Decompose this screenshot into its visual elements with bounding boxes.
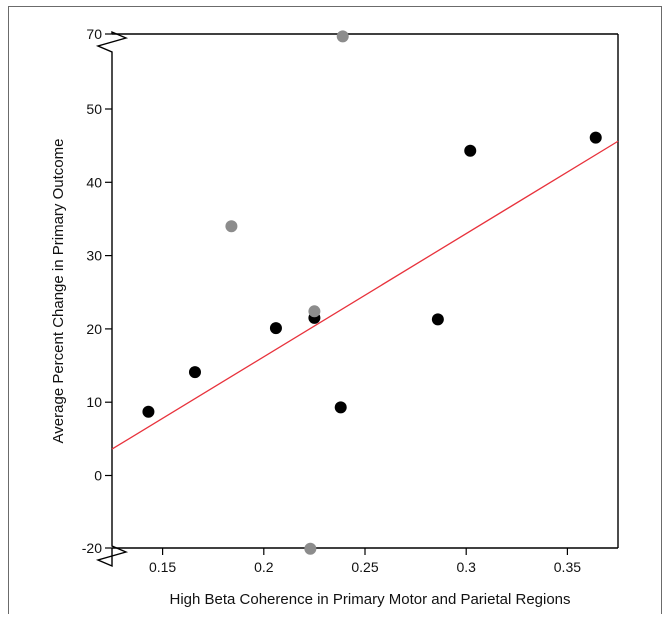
axis-labels: 0.15 0.2 0.25 0.3 0.35 -20 0 10 20 30 40 50 70 High B… <box>50 26 581 608</box>
y-tick-label: 50 <box>86 101 102 117</box>
x-tick-label: 0.15 <box>149 559 176 575</box>
y-tick-label: 0 <box>94 468 102 484</box>
y-tick-label: 40 <box>86 174 102 190</box>
x-axis-title: High Beta Coherence in Primary Motor and… <box>169 591 570 608</box>
data-point-gray <box>336 30 349 43</box>
data-point <box>142 405 155 418</box>
data-point <box>431 313 444 326</box>
y-tick-label: 30 <box>86 248 102 264</box>
y-axis-line <box>95 30 129 568</box>
y-axis-title: Average Percent Change in Primary Outcom… <box>50 139 67 444</box>
data-point <box>334 401 347 414</box>
axes <box>95 30 619 568</box>
y-tick-label: 20 <box>86 321 102 337</box>
chart-frame <box>8 6 662 614</box>
x-tick-label: 0.35 <box>554 559 581 575</box>
data-point <box>464 144 477 157</box>
data-points <box>142 30 602 555</box>
data-point <box>269 322 282 335</box>
data-point-gray <box>304 542 317 555</box>
y-tick-label: 70 <box>86 26 102 42</box>
x-tick-label: 0.2 <box>254 559 274 575</box>
data-point <box>188 366 201 379</box>
y-tick-label: 10 <box>86 394 102 410</box>
fit-line-group <box>111 140 619 450</box>
data-point-gray <box>225 220 238 233</box>
data-point <box>589 131 602 144</box>
data-point-gray <box>308 305 321 318</box>
regression-line <box>111 140 619 450</box>
x-tick-label: 0.25 <box>351 559 378 575</box>
y-tick-label: -20 <box>82 540 102 556</box>
x-tick-label: 0.3 <box>456 559 476 575</box>
